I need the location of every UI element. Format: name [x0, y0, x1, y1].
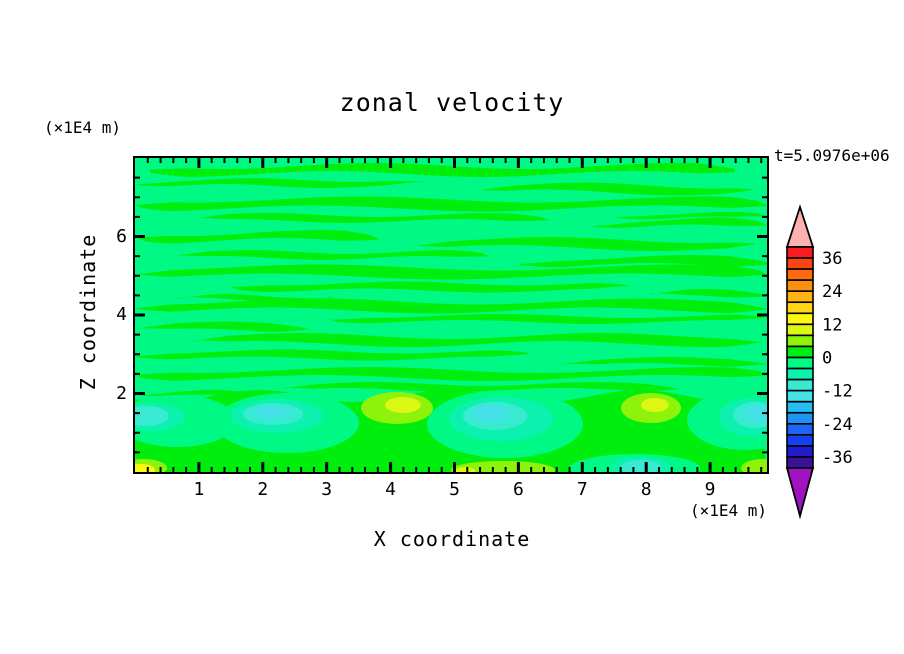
x-tick-label: 8 [640, 479, 652, 500]
plot-title: zonal velocity [339, 88, 565, 117]
y-tick-label: 2 [116, 382, 127, 404]
x-tick-label: 1 [193, 479, 205, 500]
contour-field [135, 158, 767, 472]
colorbar-tick-label: 36 [822, 249, 842, 269]
x-axis-unit-label: (×1E4 m) [690, 501, 768, 520]
colorbar-labels: 36 24 12 0 -12 -24 -36 [822, 249, 853, 468]
colorbar-cells [786, 246, 814, 469]
x-tick-label: 3 [321, 479, 333, 500]
colorbar-under-arrow [785, 467, 815, 520]
x-tick-label: 4 [385, 479, 397, 500]
y-tick-label: 6 [116, 225, 127, 247]
field-blobs [135, 390, 767, 472]
colorbar-tick-label: -24 [822, 415, 853, 435]
time-annotation: t=5.0976e+06 [774, 146, 890, 165]
colorbar-tick-label: -36 [822, 448, 853, 468]
axis-ticks [135, 158, 767, 472]
x-axis-title: X coordinate [373, 527, 531, 551]
colorbar-tick-label: 24 [822, 282, 842, 302]
y-axis-unit-label: (×1E4 m) [44, 118, 122, 137]
x-tick-label: 9 [704, 479, 716, 500]
x-tick-label: 6 [512, 479, 524, 500]
colorbar-over-arrow [785, 204, 815, 248]
x-tick-label: 7 [576, 479, 588, 500]
colorbar-tick-label: 12 [822, 315, 842, 335]
contour-plot-frame [133, 156, 769, 474]
y-tick-label: 4 [116, 304, 127, 325]
colorbar-tick-label: -12 [822, 382, 853, 402]
x-tick-label: 2 [257, 479, 269, 500]
colorbar: 36 24 12 0 -12 -24 -36 [785, 204, 853, 520]
colorbar-tick-label: 0 [822, 349, 832, 369]
field-streaks [135, 163, 767, 396]
x-tick-label: 5 [449, 479, 460, 500]
